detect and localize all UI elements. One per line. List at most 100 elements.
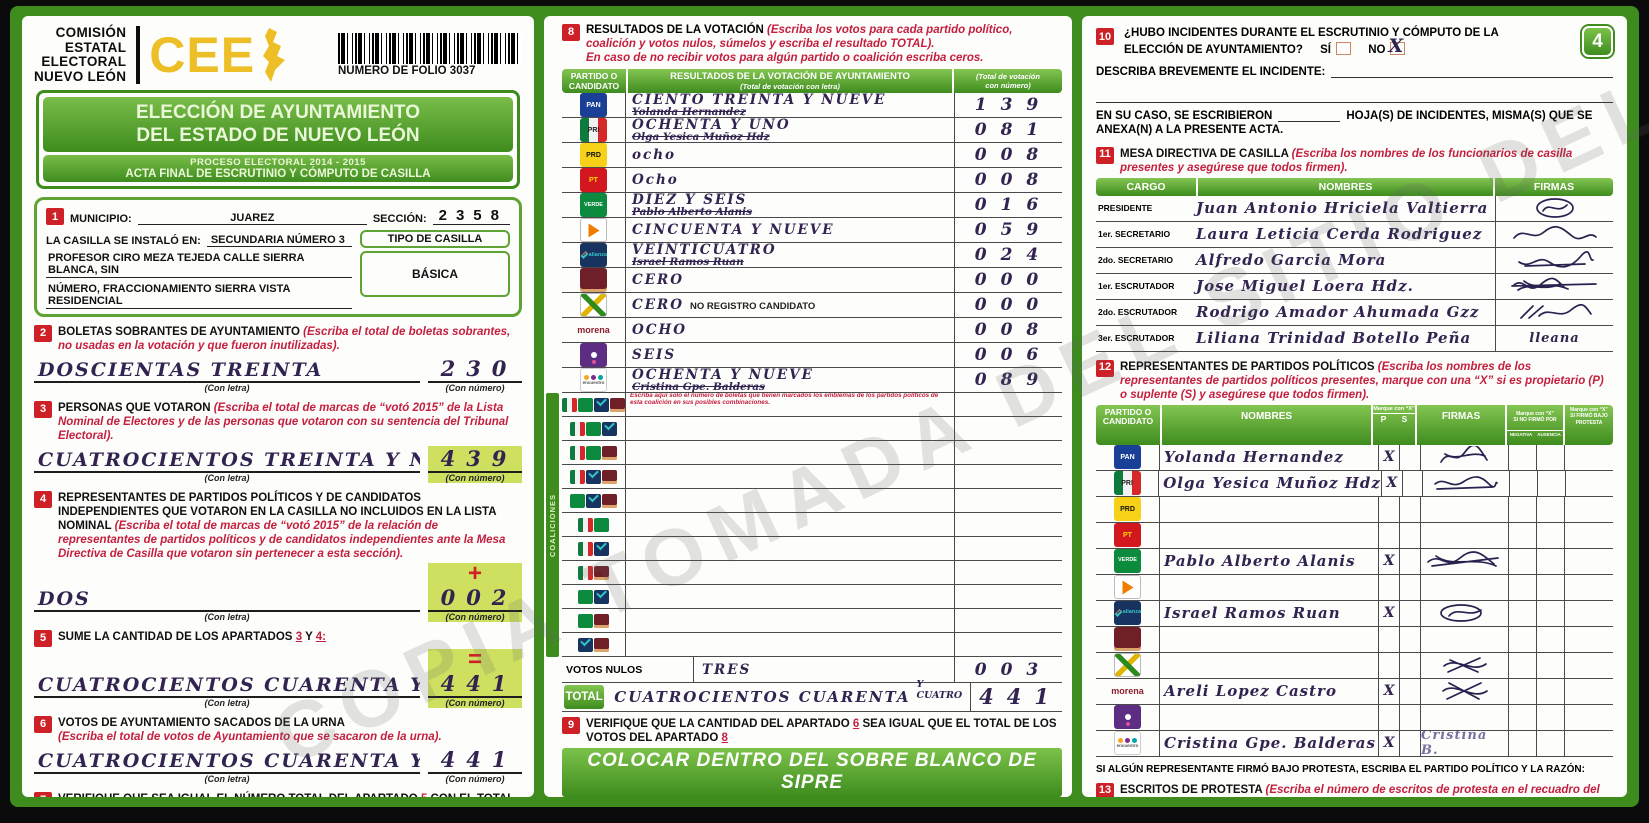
- agency-name: COMISIÓN ESTATAL ELECTORAL NUEVO LEÓN: [34, 25, 127, 84]
- votes-number: 024: [974, 245, 1053, 266]
- total-row: TOTAL CUATROCIENTOS CUARENTA Y CUATRO 44…: [562, 679, 1062, 712]
- verde-logo-icon: VERDE: [1096, 548, 1160, 574]
- rep-row-pan: PAN Yolanda Hernandez X: [1096, 444, 1613, 471]
- propietario-x: X: [1379, 444, 1400, 470]
- section-9-badge: 9: [562, 716, 580, 734]
- coalition-pri-verde-icons: [562, 513, 626, 537]
- coalition-verde-alianza-pd-icons: [562, 489, 626, 513]
- votes-words: Ocho: [632, 172, 679, 189]
- representante-nombre: Yolanda Hernandez: [1160, 444, 1379, 470]
- acta-subtitle: PROCESO ELECTORAL 2014 - 2015 ACTA FINAL…: [43, 155, 513, 183]
- movimiento-ciudadano-logo-icon: [562, 218, 626, 243]
- propietario-x: X: [1379, 600, 1400, 626]
- votes-words: CINCUENTA Y NUEVE: [632, 222, 835, 239]
- section-8-instructions: (Escriba los votos para cada partido pol…: [586, 24, 1013, 50]
- header-divider: [136, 26, 141, 85]
- encuentro-social-logo-icon: encuentro: [562, 368, 626, 393]
- boletas-sobrantes-number: 230: [428, 356, 522, 384]
- total-words: CUATROCIENTOS CUARENTA: [614, 687, 911, 706]
- section-1-badge: 1: [46, 208, 64, 226]
- election-title: ELECCIÓN DE AYUNTAMIENTO DEL ESTADO DE N…: [43, 97, 513, 153]
- table-row-cruzada: CERO NO REGISTRO CANDIDATO 000: [562, 293, 1062, 319]
- no-label: NO: [1368, 43, 1386, 56]
- section-2-instructions: (Escriba el total de boletas sobrantes, …: [58, 326, 511, 353]
- section-11-title: 11 MESA DIRECTIVA DE CASILLA (Escriba lo…: [1096, 146, 1613, 175]
- propietario-x: X: [1379, 730, 1400, 756]
- total-words-inserted: Y CUATRO: [916, 678, 963, 701]
- votes-number: 016: [974, 195, 1053, 216]
- mesa-table-header: CARGO NOMBRES FIRMAS: [1096, 177, 1613, 196]
- pt-logo-icon: PT: [1096, 522, 1160, 548]
- municipio-value: JUAREZ: [137, 212, 367, 226]
- section-4-instructions: (Escriba el total de marcas de “votó 201…: [58, 520, 506, 561]
- folio-block: NUMERO DE FOLIO 3037: [338, 33, 522, 77]
- col-partido-header: PARTIDO O CANDIDATO: [562, 69, 626, 94]
- no-checkbox: X: [1388, 35, 1406, 57]
- coalition-row: [562, 609, 1062, 634]
- firma-representante: [1421, 652, 1509, 678]
- section-5-entry: CUATROCIENTOS CUARENTA Y UNO 441: [34, 671, 522, 699]
- crossed-name: Pablo Alberto Alanis: [632, 205, 753, 218]
- prd-logo-icon: PRD: [562, 143, 626, 168]
- section-8-instructions-2: En caso de no recibir votos para algún p…: [586, 51, 984, 64]
- funcionario-nombre: Liliana Trinidad Botello Peña: [1196, 329, 1472, 348]
- morena-logo-icon: morena: [562, 318, 626, 343]
- pan-logo-icon: PAN: [562, 93, 626, 118]
- equals-sign: =: [428, 648, 522, 672]
- firma-representante: [1421, 444, 1509, 470]
- section-3-badge: 3: [34, 401, 52, 419]
- votes-number: 008: [974, 145, 1053, 166]
- col-resultados-header: RESULTADOS DE LA VOTACIÓN DE AYUNTAMIENT…: [670, 71, 910, 83]
- table-row-1er-escrutador: 1er. ESCRUTADOR Jose Miguel Loera Hdz.: [1096, 273, 1613, 300]
- title-box: ELECCIÓN DE AYUNTAMIENTO DEL ESTADO DE N…: [36, 90, 520, 190]
- votes-number: 008: [974, 170, 1053, 191]
- table-row-3er-escrutador: 3er. ESCRUTADOR Liliana Trinidad Botello…: [1096, 325, 1613, 352]
- rep-row-encuentro-social: encuentro Cristina Gpe. Balderas X Crist…: [1096, 730, 1613, 757]
- votes-number: 000: [974, 295, 1053, 316]
- section-4-badge: 4: [34, 491, 52, 509]
- address-line-1: PROFESOR CIRO MEZA TEJEDA CALLE SIERRA B…: [46, 251, 352, 279]
- votos-urna-number: 441: [428, 747, 522, 775]
- section-6-title: 6 VOTOS DE AYUNTAMIENTO SACADOS DE LA UR…: [34, 716, 522, 744]
- coalition-pri-verde-pd-icons: [562, 441, 626, 465]
- describe-incident-line: DESCRIBA BREVEMENTE EL INCIDENTE:: [1096, 65, 1613, 79]
- table-row-nueva-alianza: alianza VEINTICUATRO Israel Ramos Ruan 02…: [562, 243, 1062, 269]
- movimiento-ciudadano-logo-icon: [1096, 574, 1160, 600]
- votes-words: OCHENTA Y UNO: [632, 118, 791, 133]
- results-table-header: PARTIDO O CANDIDATO RESULTADOS DE LA VOT…: [562, 69, 1062, 94]
- rep-row-morena: morena Areli Lopez Castro X: [1096, 678, 1613, 705]
- right-column: 10 ¿HUBO INCIDENTES DURANTE EL ESCRUTINI…: [1082, 16, 1627, 797]
- section-5-badge: 5: [34, 630, 52, 648]
- coalition-pri-alianza-icons: [562, 537, 626, 561]
- firma-1er-escrutador: [1495, 273, 1613, 299]
- firma-3er-escrutador: lleana: [1495, 325, 1613, 351]
- coalition-row: Escriba aquí solo el número de boletas q…: [562, 393, 1062, 418]
- personas-votaron-number: 439: [428, 446, 522, 474]
- funcionario-nombre: Alfredo Garcia Mora: [1196, 251, 1387, 270]
- section-4-entry: DOS 002: [34, 585, 522, 613]
- incident-blank-line-2: [1096, 90, 1613, 104]
- votos-nulos-row: VOTOS NULOS TRES 003: [562, 657, 1062, 683]
- coalition-row: [562, 417, 1062, 442]
- section-2-entry: DOSCIENTAS TREINTA 230: [34, 356, 522, 384]
- section-7-title: 7 VERIFIQUE QUE SEA IGUAL EL NÚMERO TOTA…: [34, 792, 522, 797]
- seccion-value: 2358: [432, 207, 510, 226]
- si-checkbox: [1335, 41, 1351, 55]
- section-6-entry: CUATROCIENTOS CUARENTA Y UNO 441: [34, 747, 522, 775]
- instalada-label: LA CASILLA SE INSTALÓ EN:: [46, 235, 201, 248]
- representantes-table-header: PARTIDO O CANDIDATO NOMBRES Marque con “…: [1096, 404, 1613, 445]
- tipo-casilla-label: TIPO DE CASILLA: [360, 230, 510, 249]
- coalition-row: [562, 585, 1062, 610]
- coalition-pri-verde-alianza-icons: [562, 417, 626, 441]
- section-11-badge: 11: [1096, 146, 1114, 164]
- section-13-badge: 13: [1096, 782, 1114, 797]
- votes-words: DIEZ Y SEIS: [632, 193, 748, 208]
- firma-representante: Cristina B.: [1421, 730, 1509, 756]
- table-row-verde: VERDE DIEZ Y SEIS Pablo Alberto Alanis 01…: [562, 193, 1062, 219]
- cee-logo: CEE: [149, 27, 256, 84]
- rep-row-pri: PRI Olga Yesica Muñoz Hdz X: [1096, 470, 1613, 497]
- representantes-votaron-words: DOS: [34, 588, 420, 613]
- section-2-title: 2 BOLETAS SOBRANTES DE AYUNTAMIENTO (Esc…: [34, 325, 522, 353]
- col-numero-header: (Total de votación con número): [954, 69, 1062, 94]
- section-1-casilla-info: 1 MUNICIPIO: JUAREZ SECCIÓN: 2358 LA CAS…: [34, 197, 522, 318]
